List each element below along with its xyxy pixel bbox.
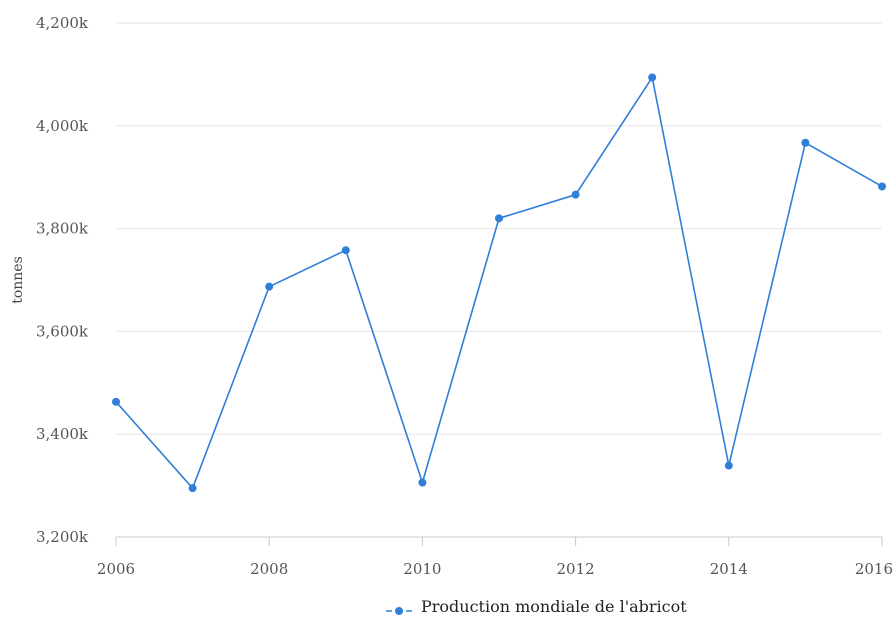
legend-label: Production mondiale de l'abricot	[421, 597, 687, 616]
data-point[interactable]	[495, 214, 503, 223]
data-point[interactable]	[801, 138, 810, 147]
y-tick-label: 4,200k	[36, 14, 89, 32]
data-point[interactable]	[418, 478, 427, 487]
x-tick-label: 2016	[855, 560, 893, 578]
y-tick-label: 3,800k	[36, 220, 89, 238]
y-tick-label: 3,200k	[36, 528, 89, 546]
y-tick-label: 3,400k	[36, 425, 89, 443]
data-point[interactable]	[724, 461, 733, 470]
series-layer	[112, 73, 886, 493]
y-axis-title: tonnes	[10, 256, 26, 304]
y-tick-label: 4,000k	[36, 117, 89, 135]
x-tick-label: 2014	[710, 560, 748, 578]
x-tick-label: 2010	[403, 560, 441, 578]
data-point[interactable]	[341, 246, 350, 255]
y-axis-tick-labels: 3,200k 3,400k 3,600k 3,800k 4,000k 4,200k	[36, 14, 89, 546]
x-tick-label: 2008	[250, 560, 288, 578]
legend-marker-swatch	[395, 607, 403, 615]
legend[interactable]: Production mondiale de l'abricot	[386, 597, 687, 616]
data-point[interactable]	[112, 397, 120, 406]
data-point[interactable]	[571, 190, 580, 199]
series-line	[115, 76, 883, 489]
x-tick-label: 2012	[557, 560, 595, 578]
data-point[interactable]	[648, 73, 657, 82]
data-point[interactable]	[878, 182, 886, 191]
data-point[interactable]	[188, 484, 197, 493]
x-axis: 2006 2008 2010 2012 2014 2016	[97, 536, 893, 578]
data-point[interactable]	[265, 282, 274, 291]
grid-lines	[116, 22, 882, 435]
x-tick-label: 2006	[97, 560, 135, 578]
y-tick-label: 3,600k	[36, 322, 89, 340]
